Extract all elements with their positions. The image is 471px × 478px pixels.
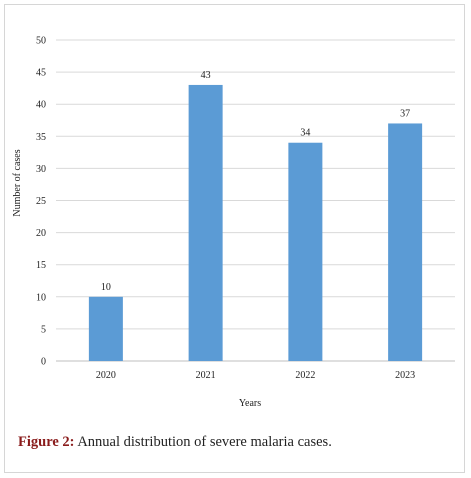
y-tick-labels: 0 5 10 15 20 25 30 35 40 45 50 [36,36,46,368]
y-tick-label: 10 [36,292,46,303]
y-tick-label: 40 [36,100,46,111]
bar-2021 [188,84,223,361]
y-tick-label: 0 [41,357,46,368]
x-tick-label: 2021 [196,370,216,381]
y-tick-label: 30 [36,164,46,175]
data-label: 37 [400,108,410,119]
x-tick-label: 2023 [395,370,415,381]
data-labels: 10 43 34 37 [101,70,410,293]
y-tick-label: 50 [36,36,46,47]
x-tick-labels: 2020 2021 2022 2023 [96,370,415,381]
y-tick-label: 25 [36,196,46,207]
bar-2020 [88,296,123,361]
x-tick-label: 2020 [96,370,116,381]
y-axis-title: Number of cases [12,149,23,216]
caption-label: Figure 2: [18,434,75,450]
y-tick-label: 5 [41,324,46,335]
bars [88,84,423,362]
figure-caption: Figure 2: Annual distribution of severe … [18,434,332,451]
y-tick-label: 45 [36,68,46,79]
y-tick-label: 35 [36,132,46,143]
data-label: 10 [101,282,111,293]
bar-2023 [388,123,423,362]
x-tick-label: 2022 [295,370,315,381]
data-label: 34 [300,128,310,139]
y-tick-label: 20 [36,228,46,239]
x-axis-title: Years [239,398,261,409]
bar-2022 [288,142,323,361]
data-label: 43 [201,70,211,81]
caption-text: Annual distribution of severe malaria ca… [74,434,332,450]
y-tick-label: 15 [36,260,46,271]
